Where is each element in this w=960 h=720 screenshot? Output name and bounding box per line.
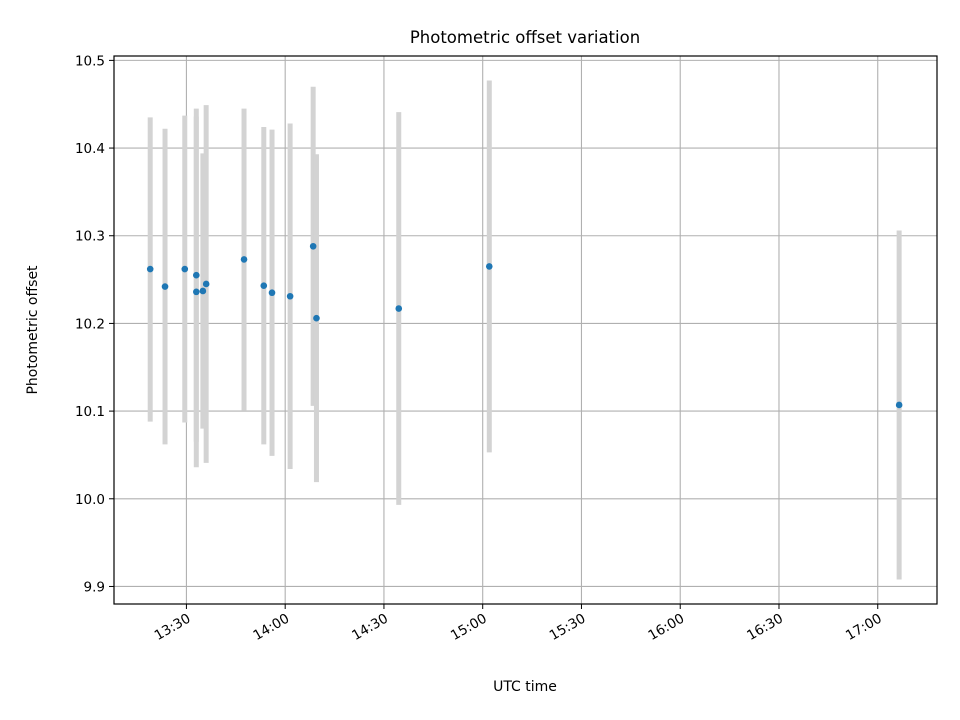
chart-title: Photometric offset variation [410, 28, 640, 47]
plot-frame [113, 55, 938, 605]
x-tick-label: 17:00 [843, 611, 885, 644]
data-point [146, 265, 154, 273]
y-tick-label: 10.1 [75, 404, 105, 420]
y-axis-label: Photometric offset [25, 265, 41, 395]
error-bars [147, 80, 902, 580]
data-point [181, 265, 189, 273]
y-axis: 9.9 10.0 10.1 10.2 10.3 10.4 10.5 [75, 53, 114, 595]
y-tick-label: 10.2 [75, 316, 105, 332]
x-tick-label: 15:30 [547, 611, 589, 644]
data-point [240, 256, 248, 263]
x-tick-label: 13:30 [152, 611, 194, 644]
data-point [193, 288, 200, 296]
data-point [895, 401, 903, 409]
y-tick-label: 9.9 [84, 579, 105, 595]
y-tick-label: 10.0 [75, 492, 105, 508]
data-points [146, 242, 903, 409]
data-point [485, 263, 493, 270]
y-tick-label: 10.3 [75, 229, 105, 245]
x-tick-label: 14:00 [250, 611, 292, 644]
data-point [193, 271, 200, 279]
x-tick-label: 16:30 [744, 611, 786, 644]
x-tick-label: 15:00 [448, 611, 490, 644]
x-axis-label: UTC time [493, 679, 557, 695]
data-point [199, 287, 207, 295]
y-tick-label: 10.5 [75, 53, 105, 69]
data-point [395, 305, 403, 312]
grid [114, 56, 937, 604]
data-point [286, 292, 294, 300]
data-point [260, 282, 268, 290]
x-tick-label: 16:00 [646, 611, 688, 644]
data-point [202, 280, 210, 288]
x-tick-label: 14:30 [349, 611, 391, 644]
data-point [161, 283, 169, 290]
data-point [313, 314, 320, 322]
x-axis: 13:30 14:00 14:30 15:00 15:30 16:00 16:30 17:00 [152, 604, 885, 644]
data-point [268, 289, 276, 297]
data-point [309, 242, 317, 250]
y-tick-label: 10.4 [75, 141, 105, 157]
